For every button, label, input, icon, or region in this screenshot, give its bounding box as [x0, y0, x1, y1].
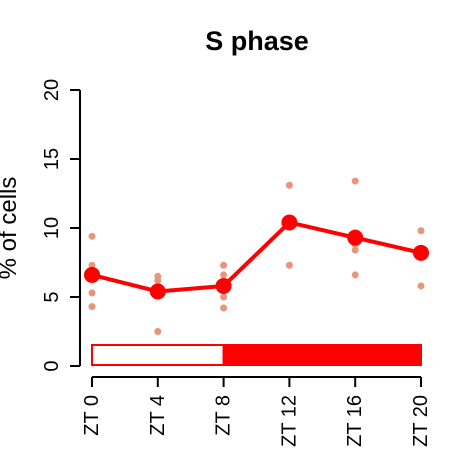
mean-point	[413, 245, 429, 261]
mean-point	[216, 278, 232, 294]
replicate-point	[352, 271, 359, 278]
x-tick-label: ZT 4	[147, 395, 169, 436]
mean-series	[84, 214, 429, 299]
replicate-point	[89, 233, 96, 240]
replicate-point	[352, 178, 359, 185]
replicate-point	[89, 289, 96, 296]
replicate-point	[418, 282, 425, 289]
light-period-segment	[92, 345, 224, 365]
x-tick-label: ZT 0	[81, 395, 103, 436]
x-tick-label: ZT 8	[213, 395, 235, 436]
replicate-point	[220, 305, 227, 312]
replicate-point	[220, 271, 227, 278]
light-dark-bar	[92, 345, 421, 365]
x-tick-label: ZT 20	[410, 395, 432, 447]
y-axis-label: % of cells	[0, 177, 22, 280]
chart-title: S phase	[205, 26, 309, 56]
replicate-point	[154, 328, 161, 335]
replicate-point	[352, 247, 359, 254]
y-tick-label: 20	[41, 79, 63, 101]
mean-point	[150, 283, 166, 299]
mean-line	[92, 222, 421, 291]
replicate-point	[418, 227, 425, 234]
replicate-point	[220, 294, 227, 301]
mean-point	[281, 214, 297, 230]
y-tick-label: 0	[41, 360, 63, 371]
replicate-point	[220, 262, 227, 269]
replicate-point	[286, 182, 293, 189]
y-tick-label: 5	[41, 291, 63, 302]
x-tick-label: ZT 16	[344, 395, 366, 447]
replicate-point	[89, 303, 96, 310]
x-axis: ZT 0 ZT 4 ZT 8 ZT 12 ZT 16 ZT 20	[81, 377, 432, 447]
replicate-point	[286, 262, 293, 269]
mean-point	[347, 230, 363, 246]
x-tick-label: ZT 12	[278, 395, 300, 447]
y-tick-label: 15	[41, 148, 63, 170]
y-tick-label: 10	[41, 217, 63, 239]
dark-period-segment	[224, 345, 421, 365]
mean-point	[84, 267, 100, 283]
y-axis: 0 5 10 15 20	[41, 79, 80, 372]
